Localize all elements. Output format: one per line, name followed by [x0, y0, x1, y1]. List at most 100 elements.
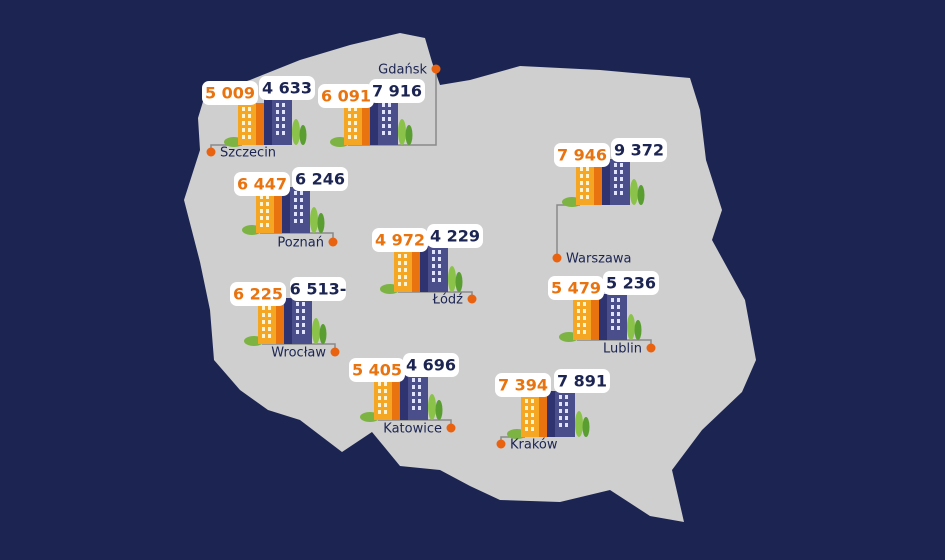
- window: [418, 406, 421, 410]
- window: [432, 278, 435, 282]
- window: [617, 319, 620, 323]
- window: [262, 320, 265, 324]
- window: [565, 402, 568, 406]
- window: [296, 309, 299, 313]
- window: [282, 124, 285, 128]
- window: [611, 326, 614, 330]
- city-name: Kraków: [510, 438, 558, 453]
- window: [300, 198, 303, 202]
- window: [611, 312, 614, 316]
- city-dot: [206, 147, 216, 157]
- building-navy-side: [282, 187, 290, 233]
- window: [294, 205, 297, 209]
- window: [398, 282, 401, 286]
- window: [418, 399, 421, 403]
- window: [248, 135, 251, 139]
- window: [438, 250, 441, 254]
- window: [583, 316, 586, 320]
- window: [268, 327, 271, 331]
- value-label: 5 009: [205, 84, 255, 103]
- window: [294, 219, 297, 223]
- window: [577, 316, 580, 320]
- window: [412, 378, 415, 382]
- tree: [634, 320, 642, 340]
- city-name: Warszawa: [566, 252, 632, 267]
- window: [586, 181, 589, 185]
- window: [438, 257, 441, 261]
- value-box: [548, 276, 604, 300]
- value-label: 5 479: [551, 279, 601, 298]
- window: [294, 191, 297, 195]
- window: [268, 306, 271, 310]
- window: [266, 223, 269, 227]
- tree: [630, 179, 638, 205]
- window: [565, 409, 568, 413]
- window: [531, 420, 534, 424]
- city: 5 009 4 633 Szczecin: [202, 76, 315, 161]
- window: [248, 128, 251, 132]
- window: [276, 124, 279, 128]
- window: [531, 413, 534, 417]
- value-box: [349, 358, 405, 382]
- window: [294, 198, 297, 202]
- city-name: Katowice: [383, 422, 442, 437]
- window: [296, 330, 299, 334]
- window: [617, 298, 620, 302]
- window: [348, 135, 351, 139]
- building-orange-side: [392, 378, 400, 420]
- building-navy-side: [284, 298, 292, 344]
- window: [260, 209, 263, 213]
- tree: [435, 400, 443, 420]
- window: [412, 399, 415, 403]
- city-dot: [330, 347, 340, 357]
- value-box: [372, 228, 428, 252]
- window: [432, 257, 435, 261]
- window: [388, 124, 391, 128]
- window: [262, 313, 265, 317]
- window: [577, 309, 580, 313]
- window: [580, 195, 583, 199]
- value-box: [403, 353, 459, 377]
- window: [378, 410, 381, 414]
- city-dot: [552, 253, 562, 263]
- window: [388, 117, 391, 121]
- window: [276, 117, 279, 121]
- city: 7 394 7 891 Kraków: [495, 369, 610, 453]
- window: [266, 216, 269, 220]
- value-label: 6 447: [237, 175, 287, 194]
- window: [617, 312, 620, 316]
- window: [302, 309, 305, 313]
- window: [378, 396, 381, 400]
- window: [611, 319, 614, 323]
- window: [266, 209, 269, 213]
- window: [559, 395, 562, 399]
- window: [378, 403, 381, 407]
- window: [412, 406, 415, 410]
- window: [262, 334, 265, 338]
- window: [438, 278, 441, 282]
- city: 5 405 4 696 Katowice: [349, 353, 459, 437]
- city: 6 225 6 513- Wrocław: [230, 277, 346, 361]
- window: [583, 323, 586, 327]
- window: [378, 389, 381, 393]
- window: [300, 212, 303, 216]
- value-box: [603, 271, 659, 295]
- window: [531, 427, 534, 431]
- city-dot: [328, 237, 338, 247]
- city-dot: [496, 439, 506, 449]
- window: [354, 128, 357, 132]
- window: [565, 395, 568, 399]
- window: [354, 107, 357, 111]
- window: [276, 110, 279, 114]
- building-navy-side: [400, 374, 408, 420]
- value-box: [290, 277, 346, 301]
- window: [384, 396, 387, 400]
- value-label: 5 405: [352, 361, 402, 380]
- window: [614, 163, 617, 167]
- building-orange-side: [274, 191, 282, 233]
- value-box: [554, 143, 610, 167]
- window: [282, 103, 285, 107]
- window: [583, 330, 586, 334]
- window: [620, 177, 623, 181]
